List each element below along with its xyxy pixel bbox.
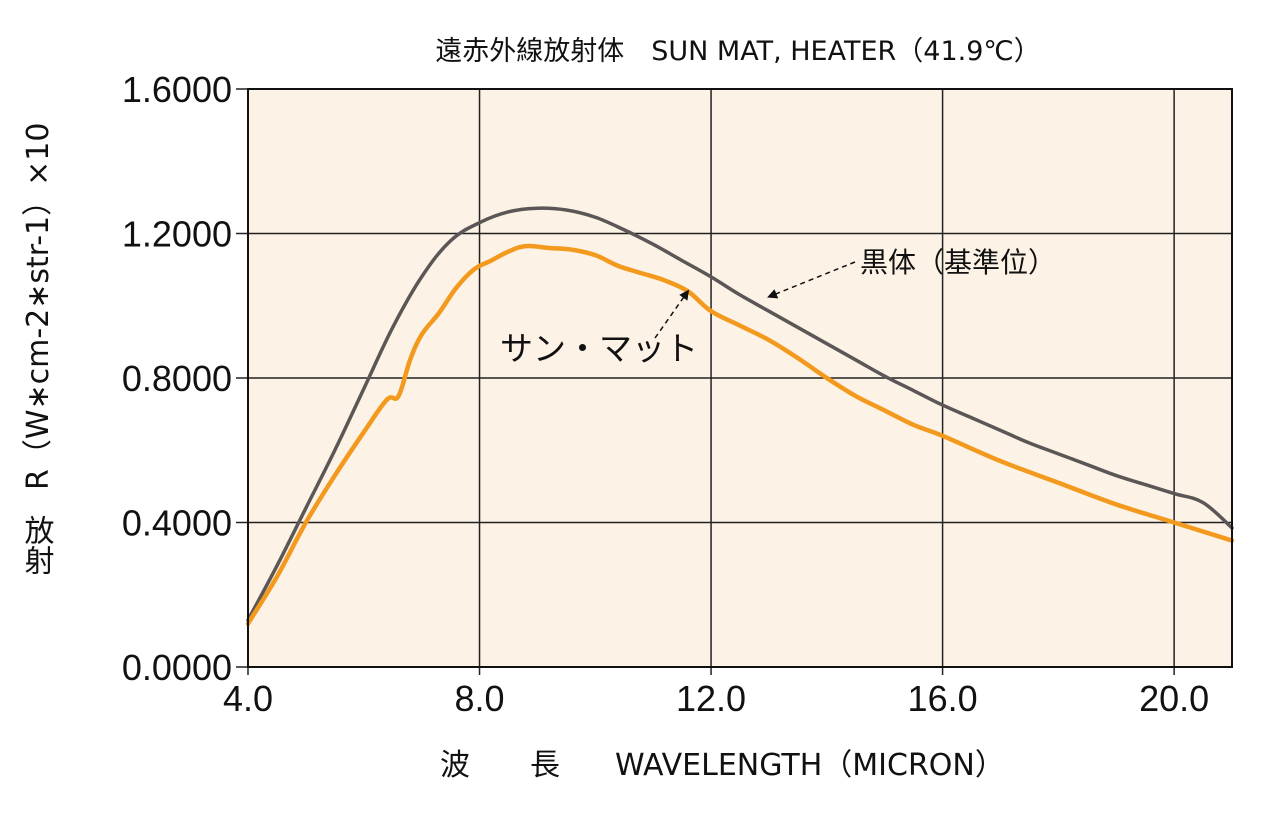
plot-frame bbox=[247, 88, 1233, 668]
annotation-sunmat-arrow bbox=[654, 289, 690, 339]
x-axis-title: 波 長 WAVELENGTH（MICRON） bbox=[440, 748, 1005, 783]
y-tick-label: 0.8000 bbox=[122, 358, 232, 399]
y-axis-label-ja: 放射 bbox=[19, 515, 55, 575]
tick-labels: 4.0 8.0 12.0 16.0 20.0 0.0000 0.4000 0.8000 1.20… bbox=[122, 69, 1209, 719]
series-line-sunmat bbox=[245, 243, 1235, 626]
chart-title: 遠赤外線放射体 SUN MAT, HEATER（41.9℃） bbox=[435, 36, 1041, 67]
annotation-blackbody-arrow bbox=[767, 261, 856, 299]
annotation-sunmat-label: サン・マット bbox=[500, 329, 698, 368]
y-tick-label: 1.2000 bbox=[122, 214, 232, 255]
annotations: 黒体（基準位） サン・マット bbox=[500, 246, 1056, 368]
x-tick-label: 20.0 bbox=[1139, 678, 1209, 719]
y-axis-label: R（W∗cm-2∗str-1）×10 bbox=[21, 123, 56, 490]
y-axis-title: R（W∗cm-2∗str-1）×10 放射 bbox=[19, 123, 57, 576]
x-tick-label: 16.0 bbox=[908, 678, 978, 719]
x-tick-label: 4.0 bbox=[223, 678, 273, 719]
x-axis-label-ja: 波 長 bbox=[440, 748, 560, 783]
y-tick-label: 0.0000 bbox=[122, 647, 232, 688]
x-axis-label: WAVELENGTH（MICRON） bbox=[615, 748, 1005, 783]
x-tick-label: 8.0 bbox=[455, 678, 505, 719]
y-tick-label: 0.4000 bbox=[122, 503, 232, 544]
series-line-blackbody bbox=[246, 206, 1234, 622]
series-lines bbox=[245, 206, 1235, 626]
annotation-blackbody-label: 黒体（基準位） bbox=[860, 246, 1056, 279]
x-tick-label: 12.0 bbox=[676, 678, 746, 719]
y-tick-label: 1.6000 bbox=[122, 69, 232, 110]
